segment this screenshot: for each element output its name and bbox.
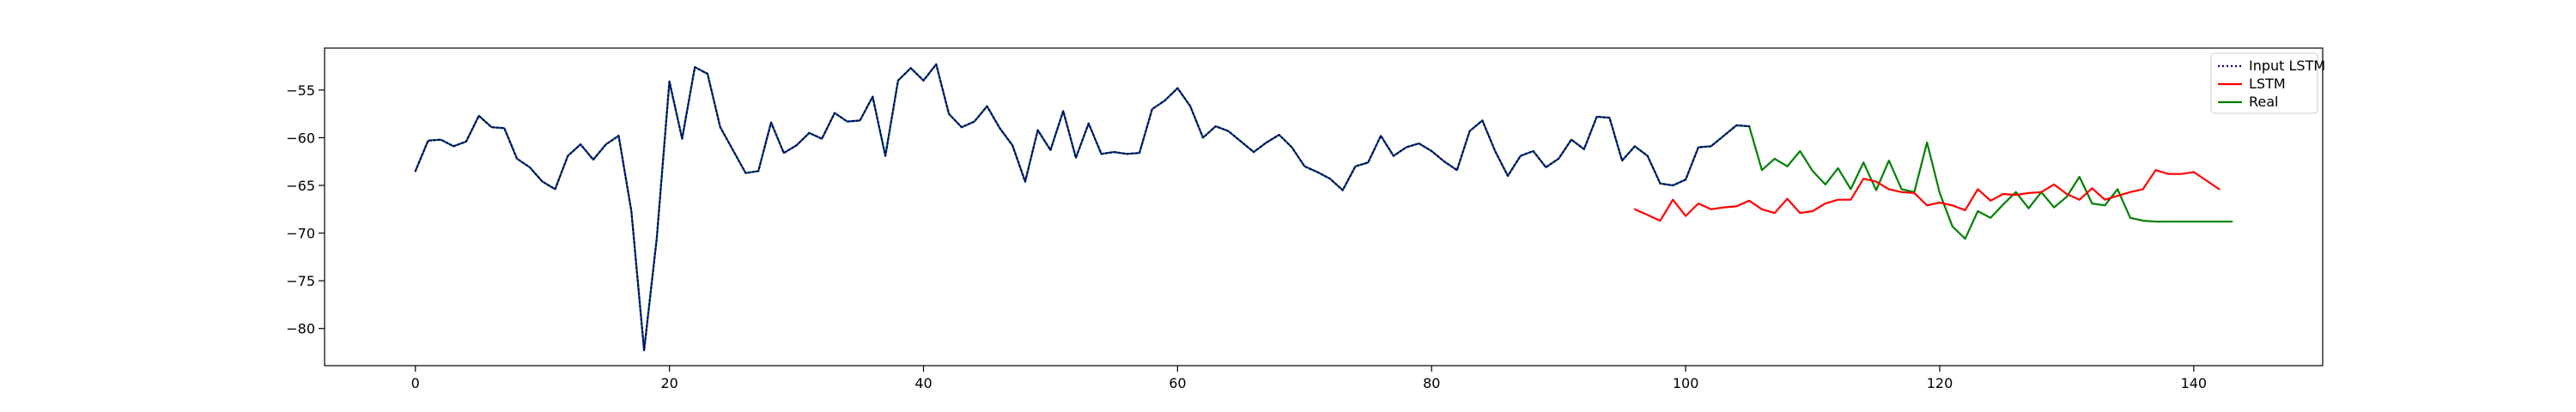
- x-tick-label: 100: [1673, 375, 1699, 391]
- x-tick-label: 140: [2181, 375, 2208, 391]
- legend-label: Input LSTM: [2249, 58, 2325, 74]
- plot-area: [414, 63, 2233, 352]
- series-line-lstm: [1633, 169, 2221, 222]
- axes-frame: [324, 47, 2324, 367]
- series-line-input-lstm: [414, 63, 1751, 352]
- legend-label: LSTM: [2249, 76, 2286, 92]
- x-tick-label: 40: [914, 375, 932, 391]
- x-tick-label: 20: [660, 375, 677, 391]
- x-tick-label: 0: [411, 375, 420, 391]
- y-tick-label: −65: [286, 178, 315, 194]
- x-tick-label: 120: [1927, 375, 1953, 391]
- y-tick-label: −55: [286, 82, 315, 99]
- y-tick-label: −70: [286, 226, 315, 242]
- x-tick-label: 60: [1169, 375, 1186, 391]
- y-axis: −80 −75 −70 −65 −60 −55: [286, 82, 325, 337]
- y-tick-label: −60: [286, 130, 315, 146]
- y-tick-label: −80: [286, 321, 315, 337]
- x-tick-label: 80: [1423, 375, 1440, 391]
- legend-label: Real: [2249, 94, 2279, 110]
- y-tick-label: −75: [286, 273, 315, 289]
- legend: Input LSTM LSTM Real: [2210, 52, 2325, 114]
- legend-box: [2210, 52, 2318, 114]
- x-axis: 0 20 40 60 80 100 120 140: [411, 366, 2207, 391]
